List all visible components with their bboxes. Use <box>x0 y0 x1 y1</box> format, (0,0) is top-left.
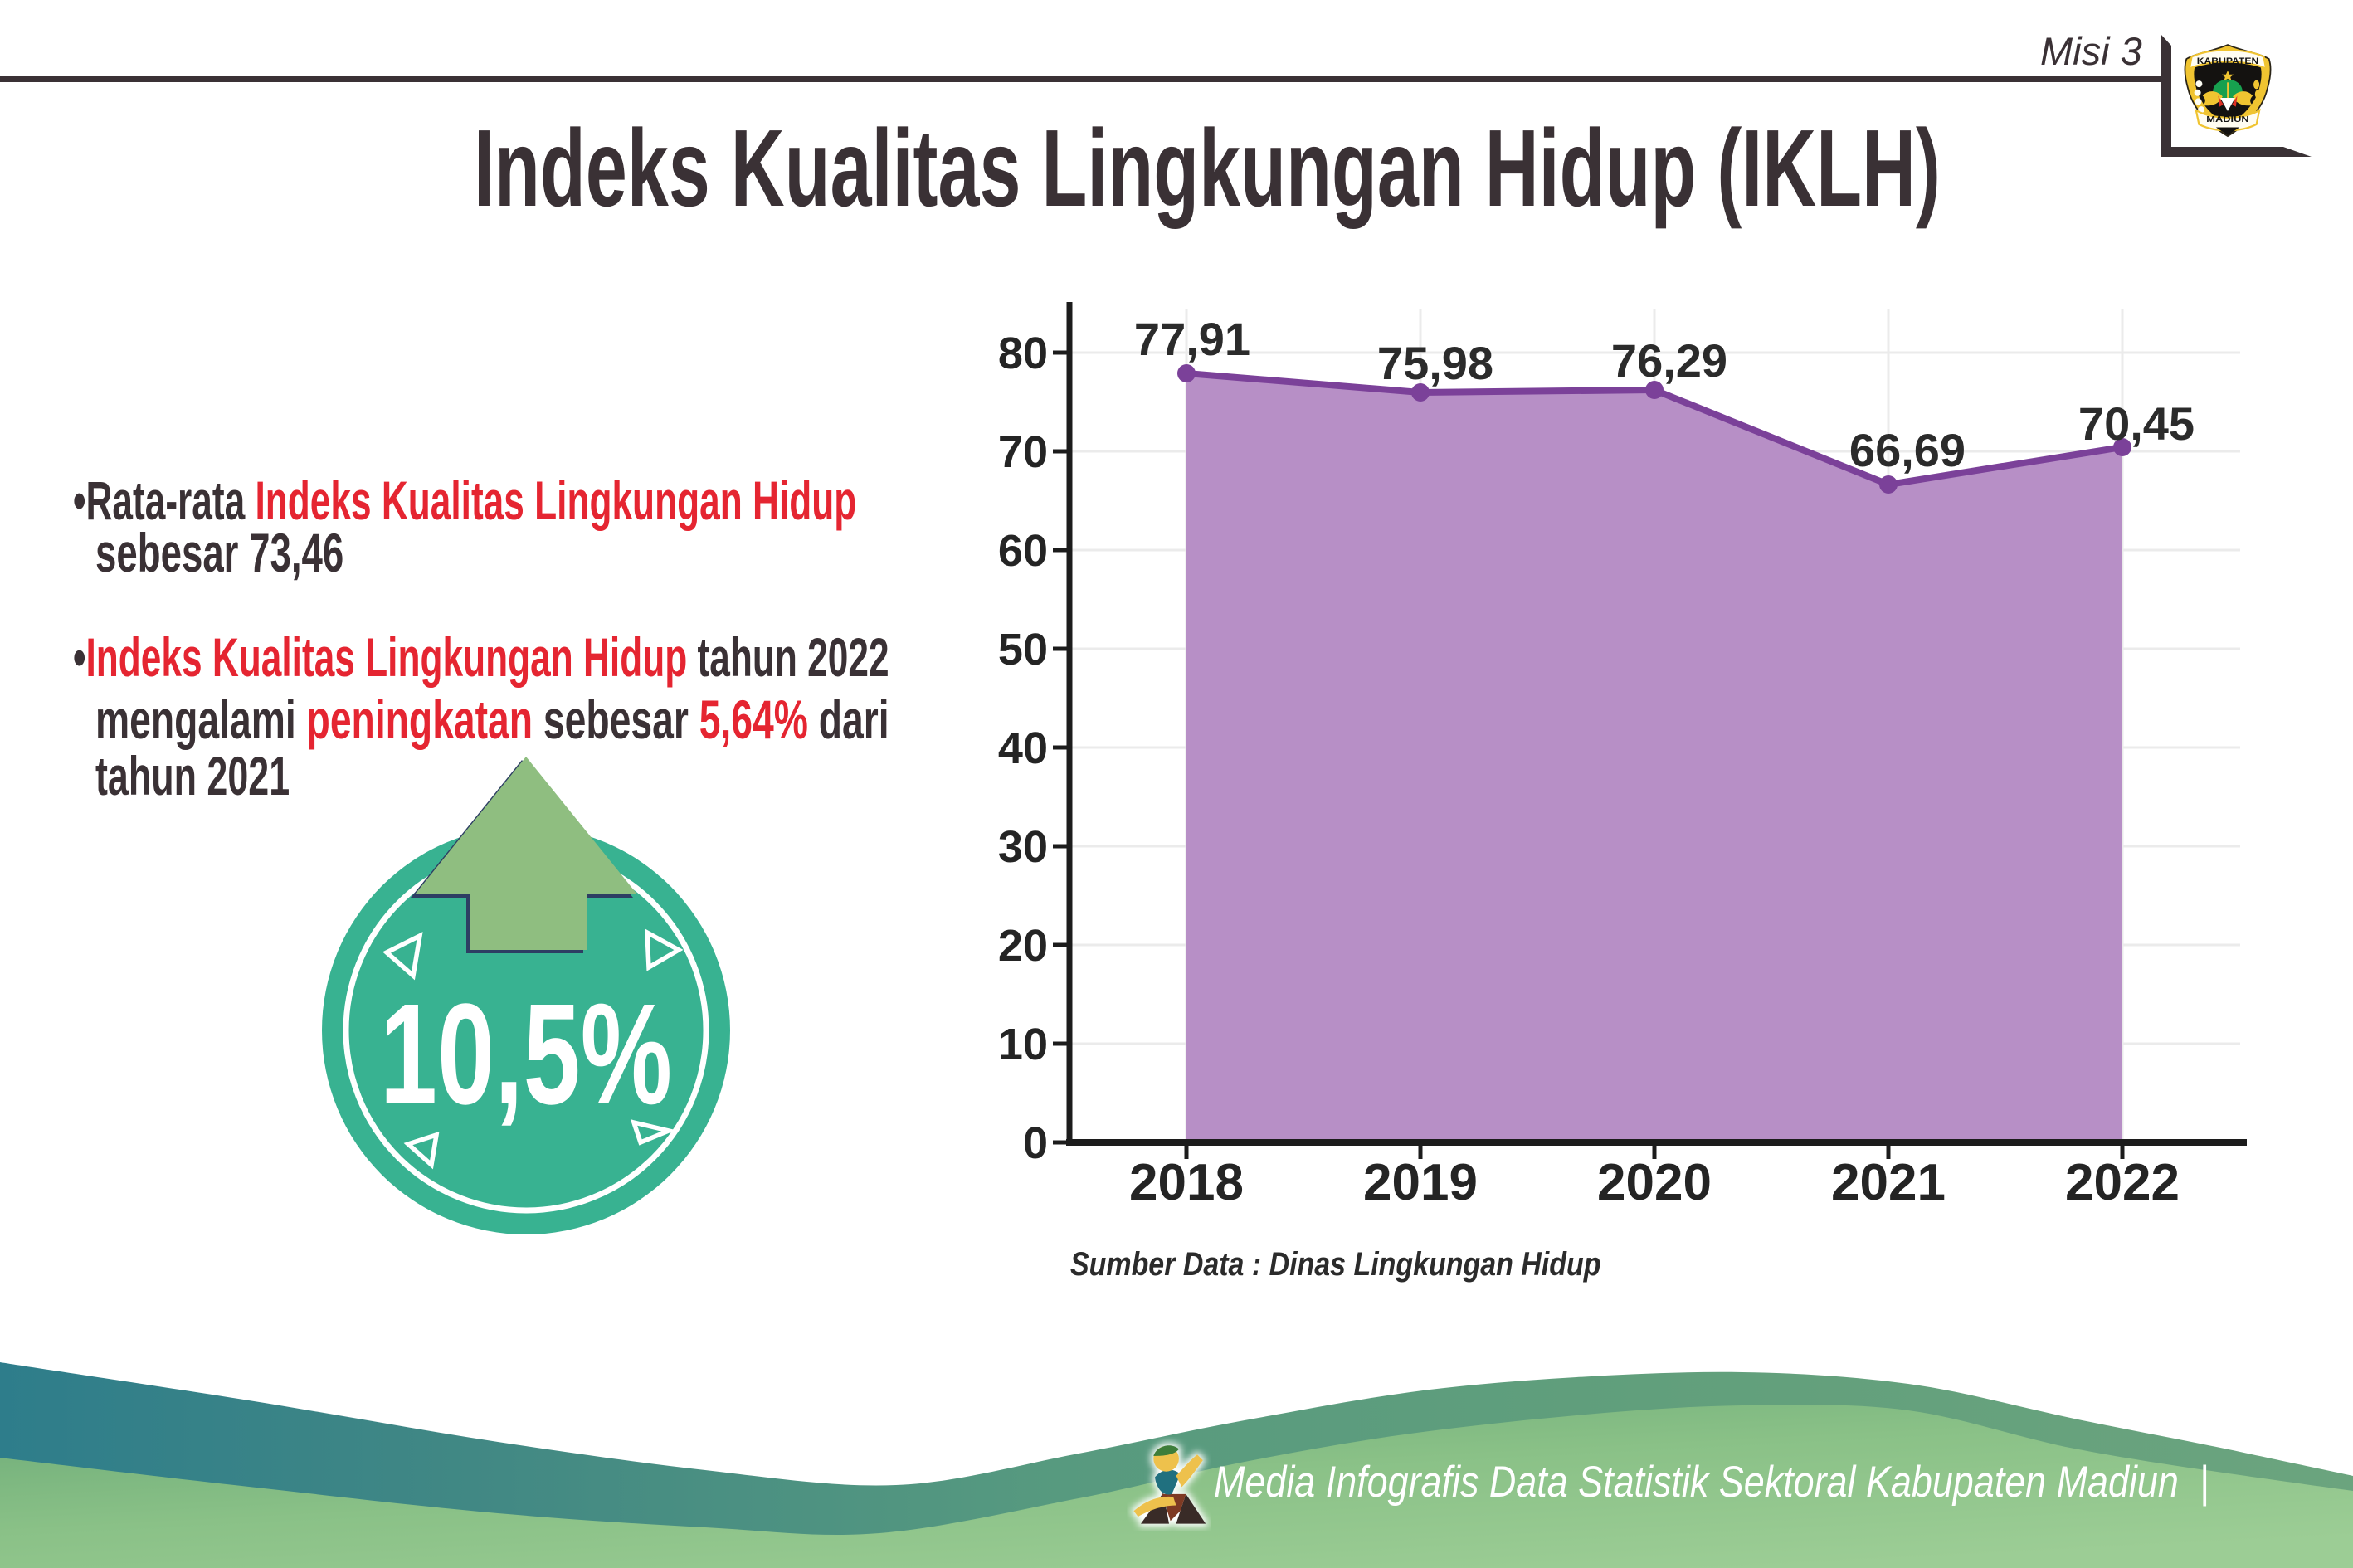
svg-text:70,45: 70,45 <box>2078 397 2195 450</box>
svg-text:2018: 2018 <box>1129 1154 1244 1211</box>
svg-text:50: 50 <box>998 625 1048 674</box>
svg-text:60: 60 <box>998 526 1048 576</box>
svg-text:2021: 2021 <box>1831 1154 1946 1211</box>
svg-text:KABUPATEN: KABUPATEN <box>2197 56 2259 66</box>
svg-text:Sumber Data : Dinas Lingkungan: Sumber Data : Dinas Lingkungan Hidup <box>1070 1244 1600 1282</box>
svg-text:MADIUN: MADIUN <box>2206 115 2248 124</box>
svg-text:77,91: 77,91 <box>1134 313 1250 365</box>
svg-text:0: 0 <box>1023 1118 1048 1168</box>
svg-text:2020: 2020 <box>1597 1154 1712 1211</box>
svg-text:10,5%: 10,5% <box>380 974 672 1134</box>
svg-text:2022: 2022 <box>2065 1154 2180 1211</box>
svg-text:20: 20 <box>998 921 1048 971</box>
svg-text:40: 40 <box>998 723 1048 773</box>
svg-text:70: 70 <box>998 427 1048 477</box>
svg-text:75,98: 75,98 <box>1377 337 1493 389</box>
svg-text:10: 10 <box>998 1020 1048 1069</box>
svg-text:66,69: 66,69 <box>1849 424 1966 476</box>
svg-text:2019: 2019 <box>1363 1154 1478 1211</box>
svg-text:76,29: 76,29 <box>1611 334 1727 387</box>
svg-text:80: 80 <box>998 329 1048 378</box>
svg-text:30: 30 <box>998 822 1048 872</box>
